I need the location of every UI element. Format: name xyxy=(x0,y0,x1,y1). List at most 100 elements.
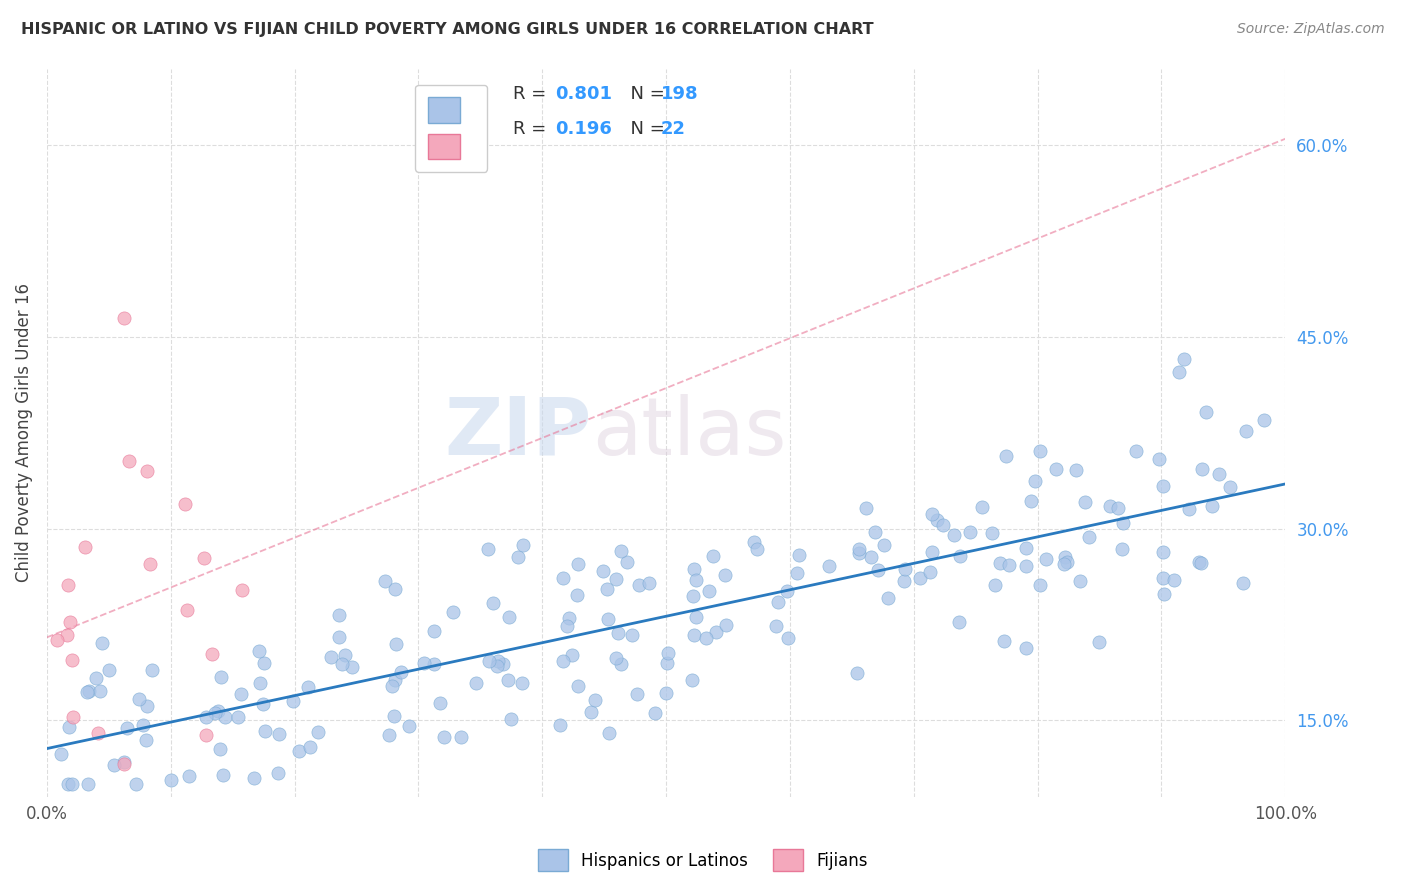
Point xyxy=(512,538,534,552)
Point xyxy=(441,605,464,619)
Point xyxy=(942,528,965,542)
Point xyxy=(125,777,148,791)
Point xyxy=(374,574,396,589)
Point xyxy=(1074,494,1097,508)
Point xyxy=(921,507,943,521)
Point xyxy=(118,454,141,468)
Point xyxy=(855,500,877,515)
Point xyxy=(877,591,900,606)
Point xyxy=(49,747,72,762)
Point xyxy=(429,696,451,710)
Point xyxy=(73,540,96,554)
Point xyxy=(1153,587,1175,601)
Point xyxy=(595,582,617,597)
Point xyxy=(610,657,633,671)
Point xyxy=(860,550,883,565)
Point xyxy=(1234,424,1257,438)
Point xyxy=(139,557,162,571)
Point xyxy=(657,657,679,671)
Point xyxy=(384,582,406,597)
Point xyxy=(423,657,446,671)
Point xyxy=(818,559,841,574)
Point xyxy=(1053,549,1076,564)
Point xyxy=(681,673,703,687)
Point xyxy=(1149,452,1171,467)
Point xyxy=(195,728,218,742)
Point xyxy=(132,718,155,732)
Point xyxy=(695,631,717,645)
Point xyxy=(1015,640,1038,655)
Point xyxy=(1191,462,1213,476)
Point xyxy=(561,648,583,662)
Point xyxy=(1112,516,1135,530)
Point xyxy=(56,777,79,791)
Legend: Hispanics or Latinos, Fijians: Hispanics or Latinos, Fijians xyxy=(530,841,876,880)
Point xyxy=(921,545,943,559)
Point xyxy=(226,800,249,814)
Point xyxy=(477,541,499,556)
Point xyxy=(1107,501,1129,516)
Point xyxy=(60,653,83,667)
Point xyxy=(97,663,120,677)
Point xyxy=(551,654,574,668)
Point xyxy=(644,706,666,721)
Point xyxy=(281,694,304,708)
Y-axis label: Child Poverty Among Girls Under 16: Child Poverty Among Girls Under 16 xyxy=(15,284,32,582)
Point xyxy=(948,549,970,563)
Point xyxy=(1201,500,1223,514)
Point xyxy=(412,656,434,670)
Point xyxy=(592,564,614,578)
Point xyxy=(194,710,217,724)
Point xyxy=(226,710,249,724)
Point xyxy=(908,571,931,585)
Point xyxy=(683,628,706,642)
Point xyxy=(685,610,707,624)
Text: atlas: atlas xyxy=(592,394,786,472)
Point xyxy=(176,603,198,617)
Point xyxy=(492,657,515,672)
Point xyxy=(62,710,84,724)
Point xyxy=(697,583,720,598)
Point xyxy=(868,563,890,577)
Text: 198: 198 xyxy=(661,85,699,103)
Point xyxy=(297,680,319,694)
Point xyxy=(959,524,981,539)
Point xyxy=(342,660,364,674)
Text: ZIP: ZIP xyxy=(444,394,592,472)
Point xyxy=(112,756,135,770)
Point xyxy=(565,588,588,602)
Point xyxy=(478,654,501,668)
Point xyxy=(1125,443,1147,458)
Point xyxy=(207,704,229,718)
Point xyxy=(229,687,252,701)
Point xyxy=(1053,558,1076,572)
Point xyxy=(333,648,356,662)
Point xyxy=(997,558,1019,572)
Text: 22: 22 xyxy=(661,120,686,138)
Point xyxy=(209,670,232,684)
Point xyxy=(141,663,163,677)
Point xyxy=(716,618,738,632)
Point xyxy=(550,718,572,732)
Point xyxy=(745,541,768,556)
Point xyxy=(60,777,83,791)
Point xyxy=(231,582,253,597)
Point xyxy=(848,546,870,560)
Point xyxy=(298,739,321,754)
Point xyxy=(598,726,620,740)
Point xyxy=(1056,555,1078,569)
Point xyxy=(555,618,578,632)
Point xyxy=(932,518,955,533)
Point xyxy=(993,634,1015,648)
Point xyxy=(450,730,472,744)
Legend: , : , xyxy=(415,85,488,172)
Point xyxy=(1195,405,1218,419)
Point xyxy=(583,693,606,707)
Point xyxy=(1152,544,1174,558)
Point xyxy=(249,675,271,690)
Point xyxy=(508,549,530,564)
Point xyxy=(1064,463,1087,477)
Point xyxy=(596,612,619,626)
Point xyxy=(79,683,101,698)
Point xyxy=(87,726,110,740)
